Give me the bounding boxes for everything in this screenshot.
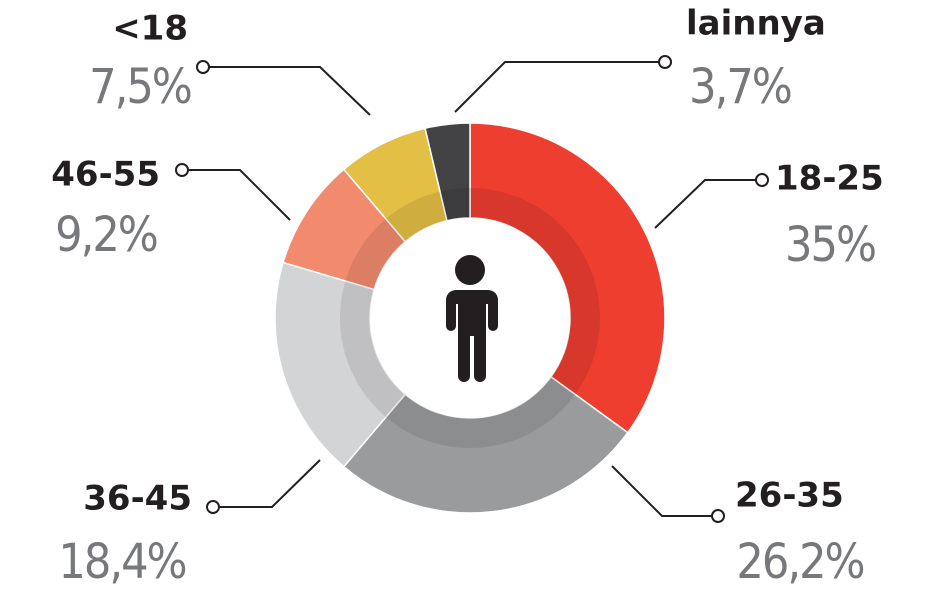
value-label: 3,7% [689, 59, 791, 115]
donut-slice [342, 375, 629, 514]
leader-line [611, 465, 713, 517]
leader-dot [196, 60, 210, 74]
category-label: 18-25 [775, 159, 884, 199]
donut-slice [469, 122, 666, 434]
category-label: <18 [112, 9, 188, 49]
category-label: 46-55 [51, 155, 160, 195]
leader-dot [206, 500, 220, 514]
person-icon [446, 255, 498, 382]
value-label: 26,2% [736, 534, 863, 590]
leader-line [187, 169, 291, 221]
value-label: 7,5% [89, 59, 191, 115]
donut-slice [274, 261, 407, 468]
value-label: 9,2% [55, 207, 157, 263]
category-label: 26-35 [735, 476, 844, 516]
leader-dot [755, 173, 769, 187]
leader-line [218, 459, 321, 508]
donut-slice [424, 122, 471, 222]
leader-dot [658, 55, 672, 69]
leader-line [208, 66, 371, 116]
category-label: lainnya [686, 4, 826, 44]
category-label: 36-45 [83, 479, 192, 519]
leader-line [454, 61, 660, 113]
leader-line [654, 179, 757, 229]
leader-dot [175, 163, 189, 177]
value-label: 18,4% [58, 534, 185, 590]
leader-dot [711, 509, 725, 523]
value-label: 35% [785, 217, 875, 273]
